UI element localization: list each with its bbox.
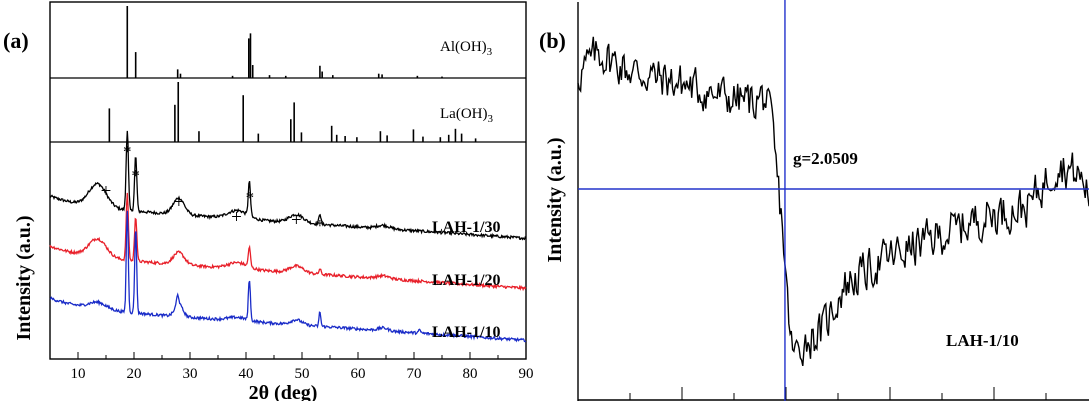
panel-a-border — [49, 1, 527, 360]
reference-pattern-label: La(OH)3 — [440, 106, 493, 125]
x-tick-label: 90 — [519, 366, 534, 382]
reference-pattern-label: Al(OH)3 — [440, 39, 493, 58]
epr-line — [577, 36, 1089, 367]
series-line — [49, 210, 527, 343]
x-tick-label: 70 — [407, 366, 422, 382]
panel-a-label: (a) — [3, 28, 29, 53]
reference-pattern-subscript: 3 — [487, 46, 493, 58]
panel-a-x-axis-label: 2θ (deg) — [249, 382, 318, 401]
x-tick-label: 40 — [239, 366, 254, 382]
panel-a-frame — [49, 1, 527, 360]
series-line — [49, 130, 527, 241]
crosshair — [578, 0, 1089, 401]
panel-a-x-ticks: 10 20 30 40 50 60 70 80 90 — [49, 352, 534, 382]
panel-b-y-axis-label: Intensity (a.u.) — [544, 137, 566, 262]
g-value-annotation: g=2.0509 — [793, 149, 858, 168]
marker-plus: + — [231, 207, 242, 228]
marker-star: * — [316, 216, 325, 235]
marker-plus: + — [173, 192, 184, 213]
marker-star: * — [131, 166, 140, 185]
x-tick-label: 50 — [295, 366, 310, 382]
series-line — [49, 192, 527, 292]
x-tick-label: 30 — [183, 366, 198, 382]
series-label: LAH-1/30 — [432, 219, 500, 236]
series-label: LAH-1/10 — [432, 324, 500, 341]
panel-a: (a) Intensity (a.u.) 2θ (deg) 10 20 30 40 50… — [3, 1, 534, 401]
panel-a-y-axis-label: Intensity (a.u.) — [13, 215, 35, 340]
epr-spectrum — [577, 36, 1089, 367]
panel-b-series-label: LAH-1/10 — [946, 331, 1019, 350]
x-tick-label: 60 — [351, 366, 366, 382]
marker-star: * — [246, 188, 255, 207]
panel-b-label: (b) — [539, 28, 566, 53]
xrd-series: LAH-1/30 LAH-1/20 LAH-1/10 — [49, 130, 527, 343]
x-tick-label: 80 — [463, 366, 478, 382]
marker-star: * — [123, 142, 132, 161]
reference-pattern-subscript: 3 — [487, 113, 493, 125]
peak-markers: ****+++ + — [101, 142, 325, 235]
marker-plus: + — [291, 210, 302, 231]
series-label: LAH-1/20 — [432, 272, 500, 289]
panel-b-frame — [577, 2, 1089, 401]
x-tick-label: 20 — [127, 366, 142, 382]
panel-b: (b) Intensity (a.u.) g=2.0509 LAH-1/10 — [539, 0, 1089, 401]
marker-plus: + — [101, 181, 112, 202]
reference-patterns: Al(OH)3 La(OH)3 — [108, 6, 493, 142]
x-tick-label: 10 — [71, 366, 86, 382]
